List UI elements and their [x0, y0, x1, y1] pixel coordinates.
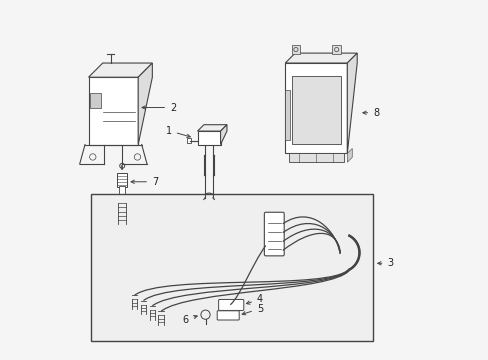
Text: 8: 8: [362, 108, 379, 118]
Bar: [119, 186, 125, 203]
Bar: [285, 63, 346, 153]
Bar: [291, 45, 300, 54]
Text: 3: 3: [377, 258, 393, 268]
Bar: [197, 131, 220, 145]
Polygon shape: [88, 63, 152, 77]
FancyBboxPatch shape: [264, 212, 284, 256]
FancyBboxPatch shape: [218, 300, 244, 310]
FancyBboxPatch shape: [217, 311, 239, 320]
Polygon shape: [138, 63, 152, 145]
Polygon shape: [197, 125, 226, 131]
Polygon shape: [346, 53, 356, 153]
Bar: [117, 173, 127, 187]
Bar: [291, 76, 340, 144]
Text: 1: 1: [165, 126, 190, 138]
Bar: [90, 93, 101, 108]
Bar: [288, 153, 343, 162]
Text: 6: 6: [182, 315, 197, 325]
Polygon shape: [285, 53, 356, 63]
Text: 2: 2: [142, 103, 176, 113]
Text: 5: 5: [242, 304, 263, 315]
Polygon shape: [346, 148, 351, 162]
Text: 4: 4: [246, 294, 263, 305]
Bar: [332, 45, 340, 54]
Polygon shape: [220, 125, 226, 145]
Bar: [91, 194, 372, 341]
Bar: [285, 90, 289, 140]
Text: 7: 7: [131, 177, 158, 187]
Bar: [186, 138, 191, 143]
Bar: [88, 77, 138, 145]
